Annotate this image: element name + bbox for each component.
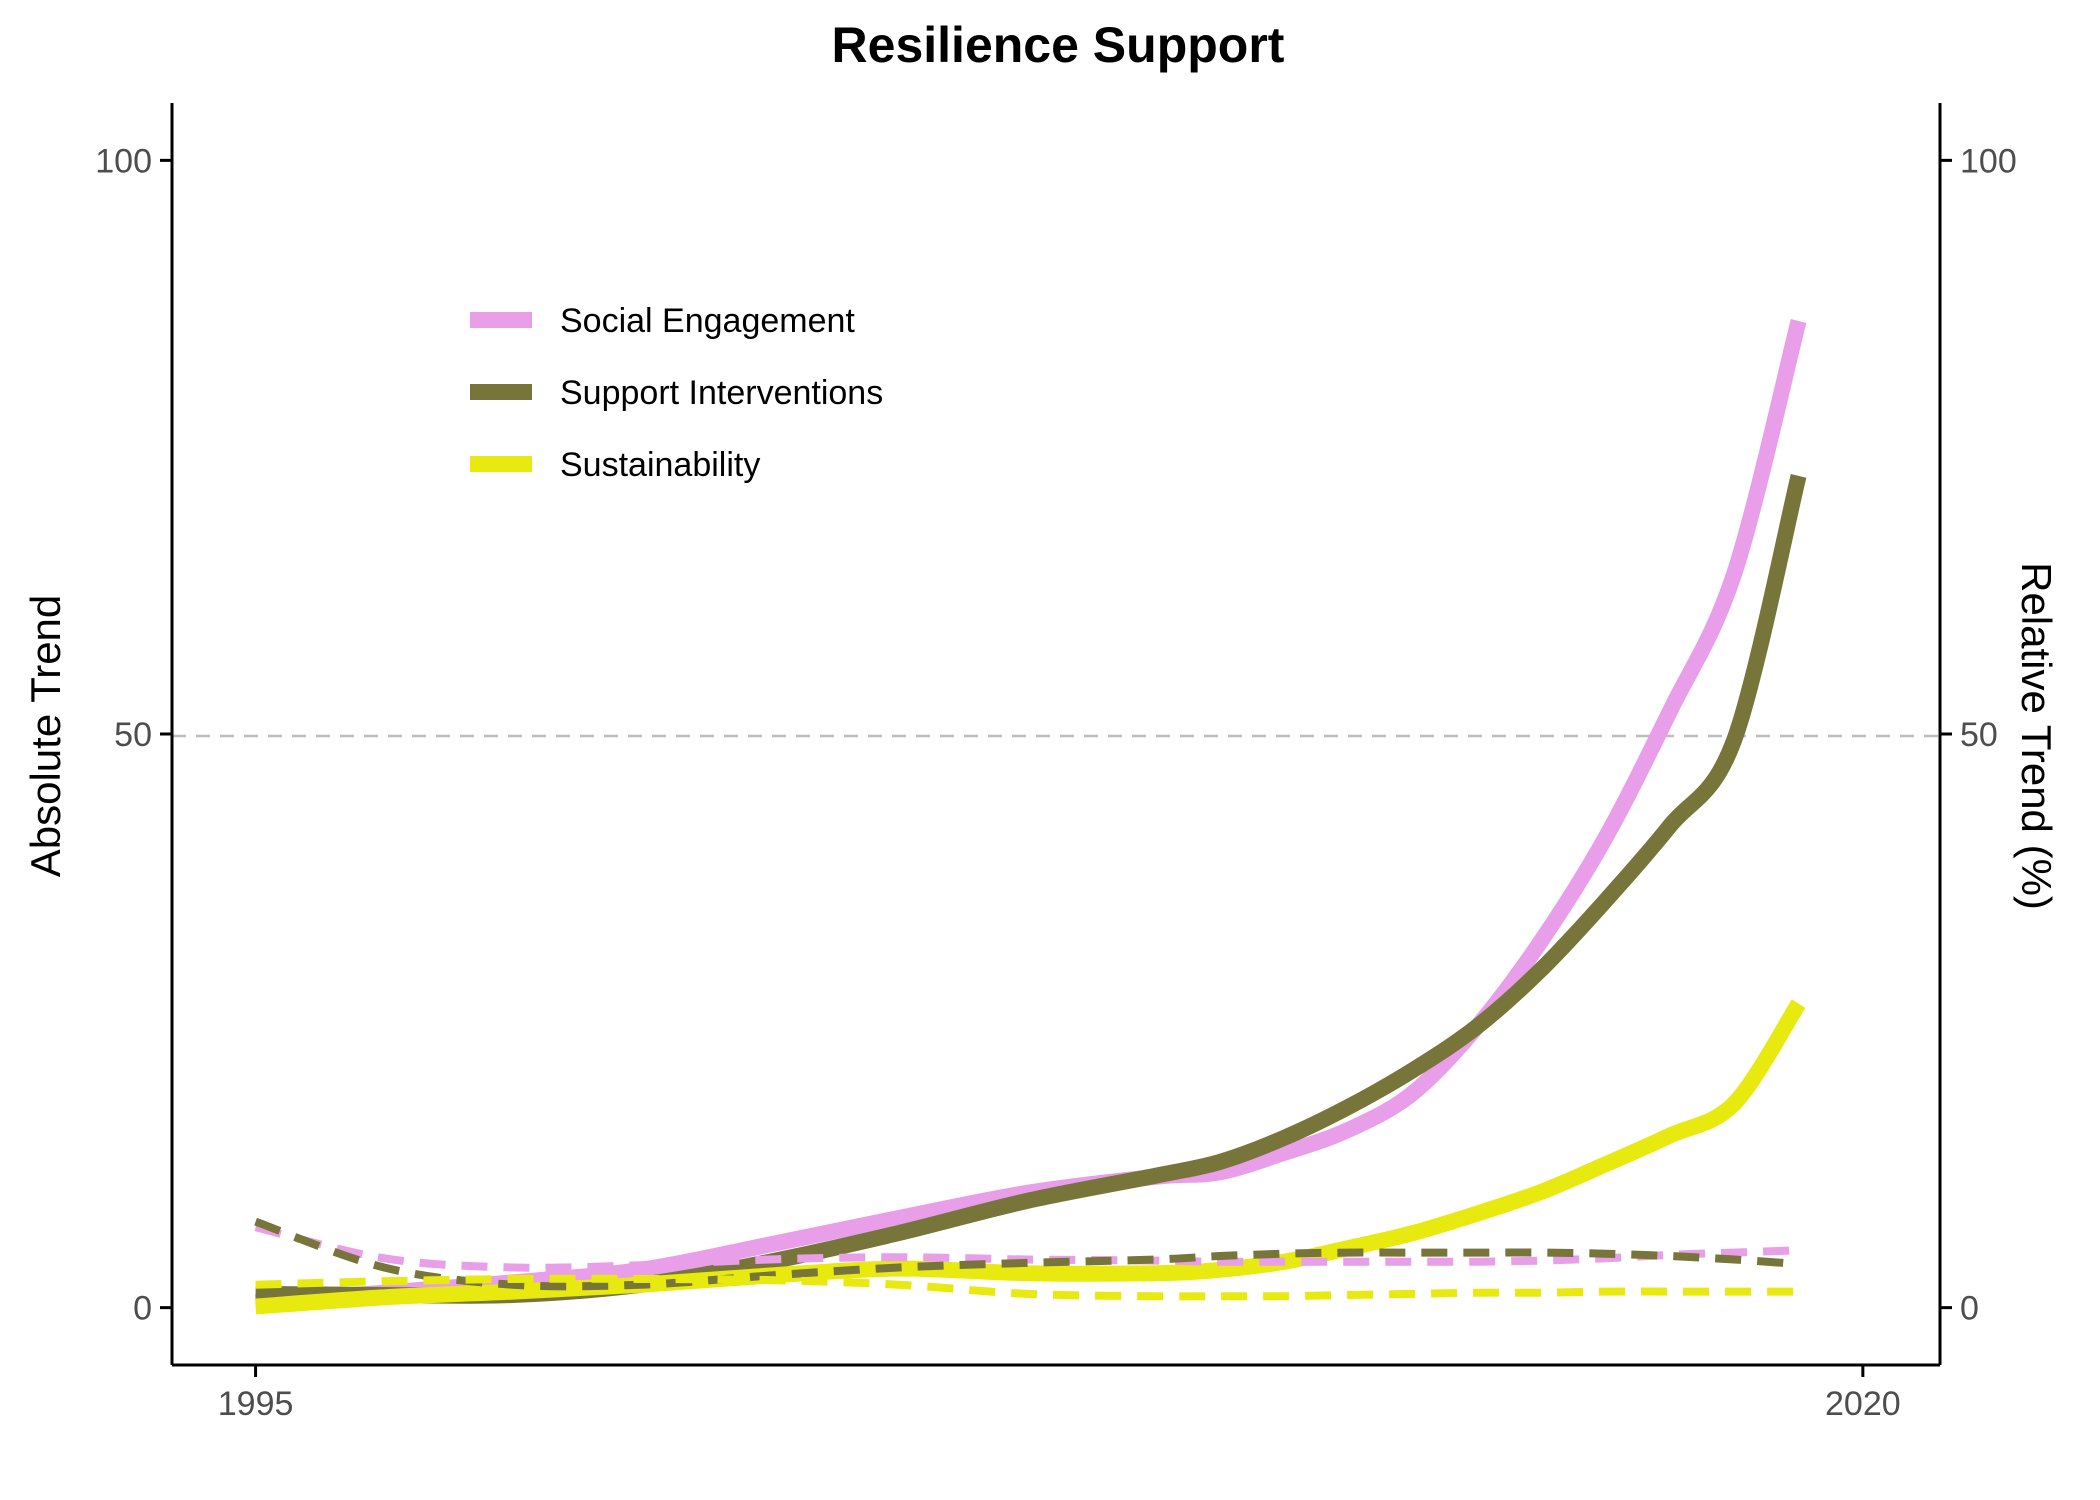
series-line-sustainability-absolute xyxy=(255,999,1806,1315)
chart-title: Resilience Support xyxy=(832,17,1285,73)
series-line-social-engagement-absolute xyxy=(255,319,1807,1310)
series-line-sustainability-relative xyxy=(255,1274,1799,1301)
y2-tick-label: 50 xyxy=(1960,716,1998,754)
y2-tick-label: 100 xyxy=(1960,142,2017,180)
x-tick-label: 2020 xyxy=(1825,1385,1901,1423)
x-tick-label: 1995 xyxy=(218,1385,294,1423)
series-layer xyxy=(254,319,1807,1315)
series-line-support-interventions-relative xyxy=(254,1217,1799,1291)
y-tick-label: 0 xyxy=(133,1290,152,1328)
legend-label-support-interventions: Support Interventions xyxy=(560,374,883,412)
y-tick-label: 100 xyxy=(95,142,152,180)
ticks-layer: 0 50 100 0 50 100 1995 2020 xyxy=(95,142,2016,1423)
legend-label-sustainability: Sustainability xyxy=(560,446,760,484)
y2-tick-label: 0 xyxy=(1960,1290,1979,1328)
y-axis-title: Absolute Trend xyxy=(22,595,69,878)
legend: Social Engagement Support Interventions Su… xyxy=(470,302,883,484)
legend-label-social-engagement: Social Engagement xyxy=(560,302,855,340)
y-tick-label: 50 xyxy=(114,716,152,754)
y2-axis-title: Relative Trend (%) xyxy=(2013,562,2060,910)
